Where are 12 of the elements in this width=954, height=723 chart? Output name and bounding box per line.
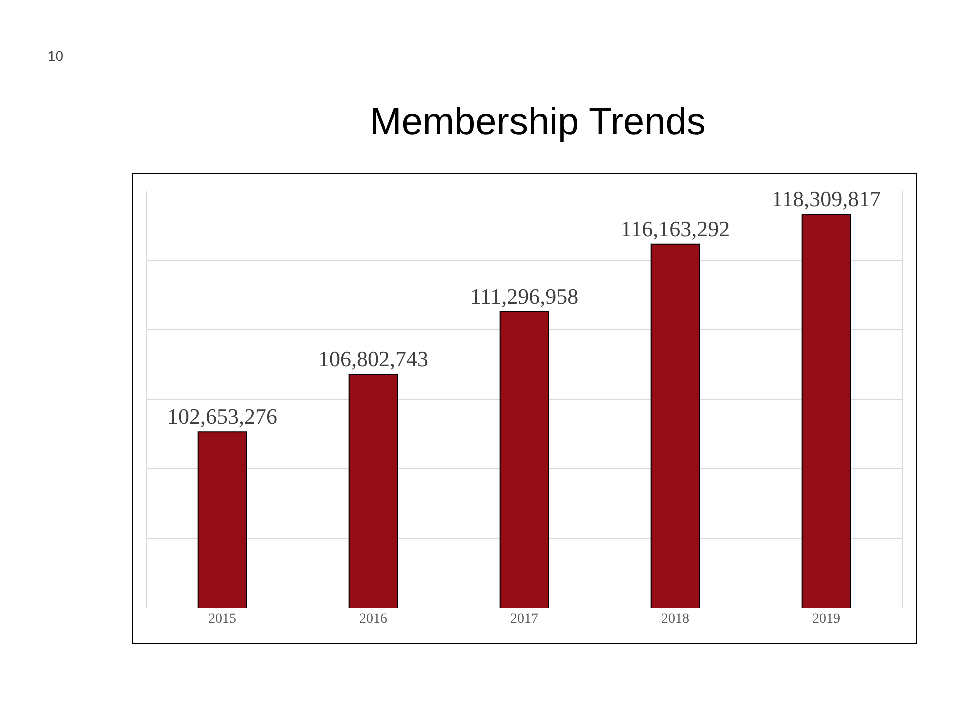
x-tick-label: 2019 bbox=[812, 612, 840, 627]
data-label: 116,163,292 bbox=[620, 216, 730, 242]
data-label: 106,802,743 bbox=[318, 346, 428, 372]
data-label: 102,653,276 bbox=[168, 404, 278, 430]
x-tick-label: 2018 bbox=[662, 612, 690, 627]
data-label: 118,309,817 bbox=[772, 186, 882, 212]
x-tick-label: 2015 bbox=[208, 612, 236, 627]
x-tick-label: 2016 bbox=[360, 612, 388, 627]
chart-title: Membership Trends bbox=[370, 101, 706, 144]
text: 10 bbox=[48, 48, 64, 64]
data-label: 111,296,958 bbox=[470, 284, 579, 309]
x-tick-label: 2017 bbox=[510, 612, 538, 627]
